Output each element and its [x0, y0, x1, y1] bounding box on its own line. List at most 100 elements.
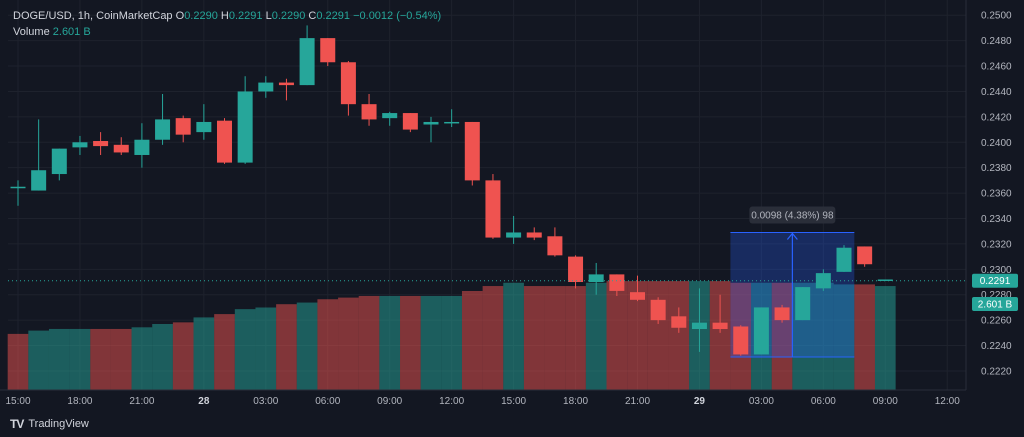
volume-bar [400, 295, 421, 390]
x-tick-label: 06:00 [315, 396, 340, 407]
volume-value: 2.601 B [52, 26, 91, 38]
y-tick-label: 0.2400 [981, 138, 1012, 149]
footer-bar: TV TradingView [0, 412, 1024, 437]
volume-bar [874, 286, 896, 390]
candle-body [113, 144, 129, 153]
candle-body [609, 274, 625, 291]
volume-bar [503, 282, 524, 390]
volume-bar [28, 330, 49, 390]
x-tick-label: 15:00 [5, 396, 30, 407]
ohlc-row: DOGE/USD, 1h, CoinMarketCap O0.2290 H0.2… [13, 8, 441, 24]
candle-body [815, 273, 831, 289]
candle-body [588, 274, 604, 283]
chart-legend: DOGE/USD, 1h, CoinMarketCap O0.2290 H0.2… [13, 8, 441, 40]
candle-body [650, 299, 666, 321]
volume-bar [565, 286, 586, 390]
volume-bar [152, 324, 173, 390]
y-tick-label: 0.2240 [981, 341, 1012, 352]
candle-body [382, 113, 398, 119]
candle-body [361, 104, 377, 120]
candle-body [444, 121, 460, 124]
brand-name: TradingView [28, 418, 89, 430]
volume-bar [813, 282, 834, 390]
y-tick-label: 0.2380 [981, 163, 1012, 174]
candle-body [299, 38, 315, 86]
measure-label: 0.0098 (4.38%) 98 [751, 210, 834, 221]
volume-bar [668, 281, 690, 390]
volume-bar [7, 333, 29, 390]
x-tick-label: 06:00 [811, 396, 836, 407]
candle-body [774, 307, 790, 321]
open-label: O [175, 10, 185, 22]
y-tick-label: 0.2300 [981, 265, 1012, 276]
tradingview-brand[interactable]: TV TradingView [10, 417, 89, 431]
x-tick-label: 09:00 [377, 396, 402, 407]
candle-body [134, 139, 150, 155]
volume-bar [193, 317, 215, 390]
volume-bar [441, 295, 462, 390]
y-tick-label: 0.2340 [981, 214, 1012, 225]
candle-body [464, 121, 480, 181]
tradingview-logo-icon: TV [10, 417, 24, 431]
volume-bar [379, 295, 401, 390]
y-tick-label: 0.2480 [981, 36, 1012, 47]
volume-bar [523, 286, 545, 390]
y-tick-label: 0.2280 [981, 290, 1012, 301]
volume-bar [131, 327, 153, 390]
y-tick-label: 0.2360 [981, 189, 1012, 200]
volume-bar [461, 291, 483, 390]
candle-body [258, 82, 274, 92]
candle-body [217, 120, 232, 163]
y-tick-label: 0.2260 [981, 316, 1012, 327]
candle-body [630, 292, 645, 300]
y-tick-label: 0.2500 [981, 11, 1012, 22]
change-value: −0.0012 (−0.54%) [353, 10, 442, 22]
volume-bar [358, 295, 380, 390]
volume-bar [854, 284, 875, 390]
candle-body [877, 279, 893, 281]
volume-bar [585, 282, 607, 390]
symbol-label: DOGE/USD, 1h, CoinMarketCap [13, 10, 173, 22]
candle-body [547, 236, 563, 256]
volume-bar [296, 302, 318, 390]
volume-bar [276, 304, 297, 390]
y-tick-label: 0.2460 [981, 62, 1012, 73]
x-tick-label: 09:00 [873, 396, 898, 407]
volume-bar [338, 297, 359, 390]
candle-body [196, 121, 212, 133]
candle-body [237, 91, 253, 163]
candle-body [526, 232, 542, 238]
candle-body [10, 186, 26, 189]
x-tick-label: 18:00 [67, 396, 92, 407]
volume-bar [420, 295, 442, 390]
volume-bar [214, 314, 235, 390]
candle-body [506, 232, 522, 238]
volume-bar [172, 322, 194, 390]
volume-bar [110, 328, 132, 390]
volume-tag [972, 297, 1018, 311]
y-tick-label: 0.2320 [981, 239, 1012, 250]
x-tick-label: 18:00 [563, 396, 588, 407]
candle-body [671, 316, 687, 328]
volume-bar [234, 309, 256, 390]
candle-body [733, 326, 749, 355]
x-tick-label: 29 [694, 396, 706, 407]
volume-bar [627, 281, 648, 390]
candle-body [568, 256, 584, 283]
volume-bar [606, 281, 628, 390]
candle-body [31, 170, 47, 191]
candle-body [857, 246, 873, 265]
volume-bar [482, 286, 504, 390]
candle-body [836, 247, 852, 272]
volume-bar [544, 286, 566, 390]
candle-body [51, 148, 67, 175]
volume-bar [69, 328, 91, 390]
open-value: 0.2290 [184, 10, 218, 22]
volume-bar [255, 307, 277, 390]
candle-body [320, 38, 336, 63]
x-tick-label: 15:00 [501, 396, 526, 407]
x-tick-label: 12:00 [439, 396, 464, 407]
volume-bar [317, 299, 339, 390]
